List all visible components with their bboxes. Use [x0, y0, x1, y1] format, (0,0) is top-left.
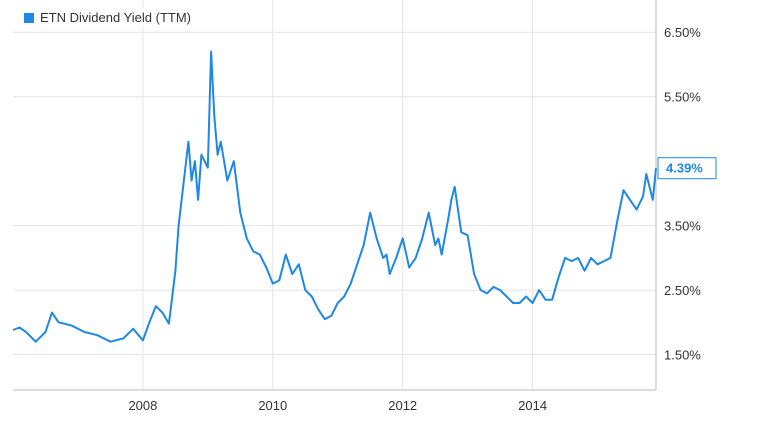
- x-tick-label-0: 2008: [128, 398, 157, 413]
- y-tick-label-2: 3.50%: [664, 219, 701, 234]
- x-tick-label-2: 2012: [388, 398, 417, 413]
- grid-lines: [13, 0, 656, 390]
- plot-frame: [13, 0, 657, 391]
- legend: ETN Dividend Yield (TTM): [20, 8, 195, 27]
- x-axis-tick-labels: 2008 2010 2012 2014: [128, 398, 547, 413]
- legend-swatch: [24, 12, 34, 23]
- y-tick-label-4: 6.50%: [664, 25, 701, 40]
- y-tick-label-0: 1.50%: [664, 348, 701, 363]
- series-line-0: [12, 50, 657, 343]
- x-tick-label-3: 2014: [518, 398, 547, 413]
- series-layer: [12, 50, 657, 343]
- y-tick-label-3: 5.50%: [664, 90, 701, 105]
- y-axis-tick-labels: 1.50% 2.50% 3.50% 5.50% 6.50%: [664, 25, 701, 362]
- y-tick-label-1: 2.50%: [664, 283, 701, 298]
- current-value-callout: 4.39%: [657, 157, 717, 180]
- callout-value: 4.39%: [666, 161, 703, 176]
- callout-box: [657, 157, 717, 180]
- x-tick-label-1: 2010: [258, 398, 287, 413]
- legend-label: ETN Dividend Yield (TTM): [40, 10, 191, 25]
